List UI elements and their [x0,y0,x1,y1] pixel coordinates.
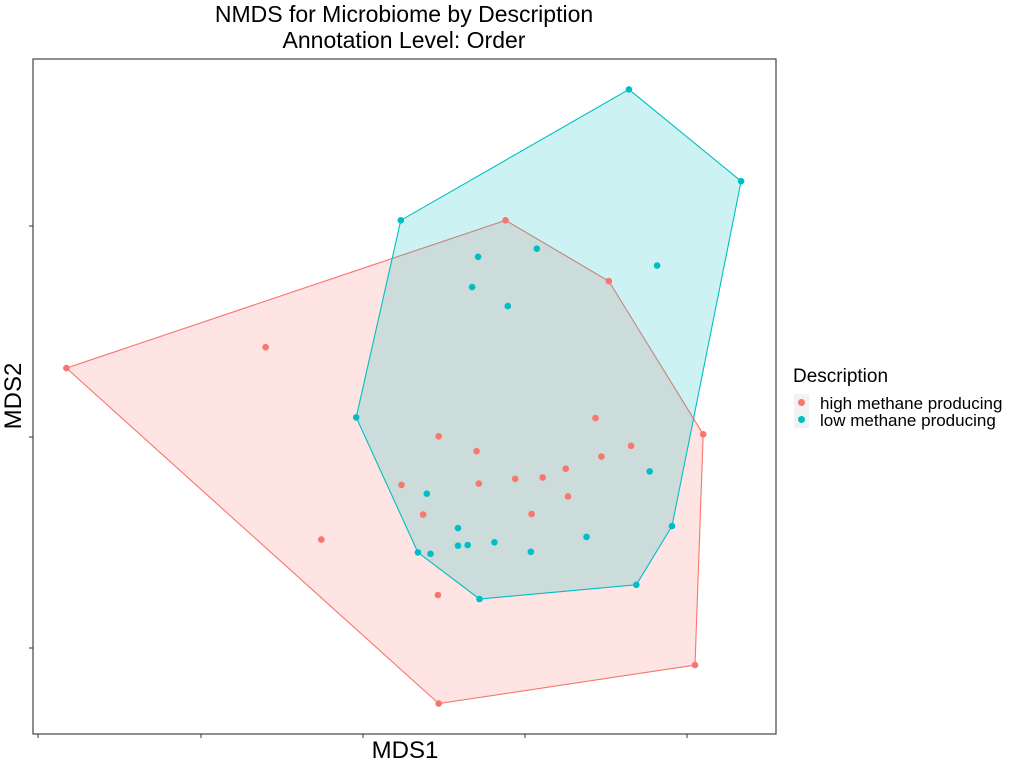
point-high-15 [598,453,605,460]
legend-label-low: low methane producing [820,411,996,430]
point-high-0 [63,364,70,372]
point-low-7 [504,302,512,310]
point-high-5 [699,431,707,438]
point-high-9 [473,447,480,455]
point-low-19 [476,595,483,603]
point-high-16 [592,414,599,422]
point-high-19 [419,511,427,518]
point-low-5 [653,262,661,269]
axis-ticks [29,225,688,738]
point-low-13 [583,533,590,541]
point-high-11 [511,475,519,483]
point-low-2 [397,217,405,224]
point-low-15 [646,468,653,475]
point-high-20 [528,510,535,518]
point-low-12 [464,541,472,549]
point-high-7 [502,217,509,224]
legend-title: Description [793,366,888,387]
point-high-18 [398,481,405,489]
legend-key-high [798,399,805,406]
legend: Description high methane producing low m… [793,366,1002,430]
point-low-0 [625,86,633,93]
point-low-11 [491,539,498,546]
legend-label-high: high methane producing [820,394,1002,413]
point-layer [63,86,745,707]
point-low-1 [737,177,745,185]
point-low-17 [454,542,462,549]
x-axis-label: MDS1 [372,737,439,764]
chart-title: NMDS for Microbiome by Description [215,1,593,27]
point-high-10 [475,480,483,487]
point-high-13 [564,493,572,500]
point-low-14 [668,522,676,530]
point-low-18 [414,549,422,556]
point-high-3 [435,700,443,707]
point-high-1 [262,343,269,351]
point-high-12 [539,474,546,481]
plot-panel-border [32,58,777,735]
y-axis-label: MDS2 [0,363,27,430]
point-low-3 [533,245,541,252]
point-high-2 [318,536,325,543]
point-high-21 [434,591,442,599]
point-low-20 [527,548,535,556]
point-high-17 [627,442,635,450]
point-low-6 [468,283,476,291]
point-low-4 [474,253,482,261]
point-high-8 [435,433,443,440]
point-low-10 [454,524,462,532]
point-low-9 [423,490,431,498]
point-high-14 [562,465,569,473]
chart-subtitle: Annotation Level: Order [283,27,526,53]
point-low-16 [427,550,434,558]
legend-key-low [798,416,805,423]
point-high-6 [605,277,613,285]
hull-layer [65,88,742,705]
point-low-21 [633,581,640,589]
point-high-4 [691,661,699,669]
point-low-8 [352,414,360,421]
